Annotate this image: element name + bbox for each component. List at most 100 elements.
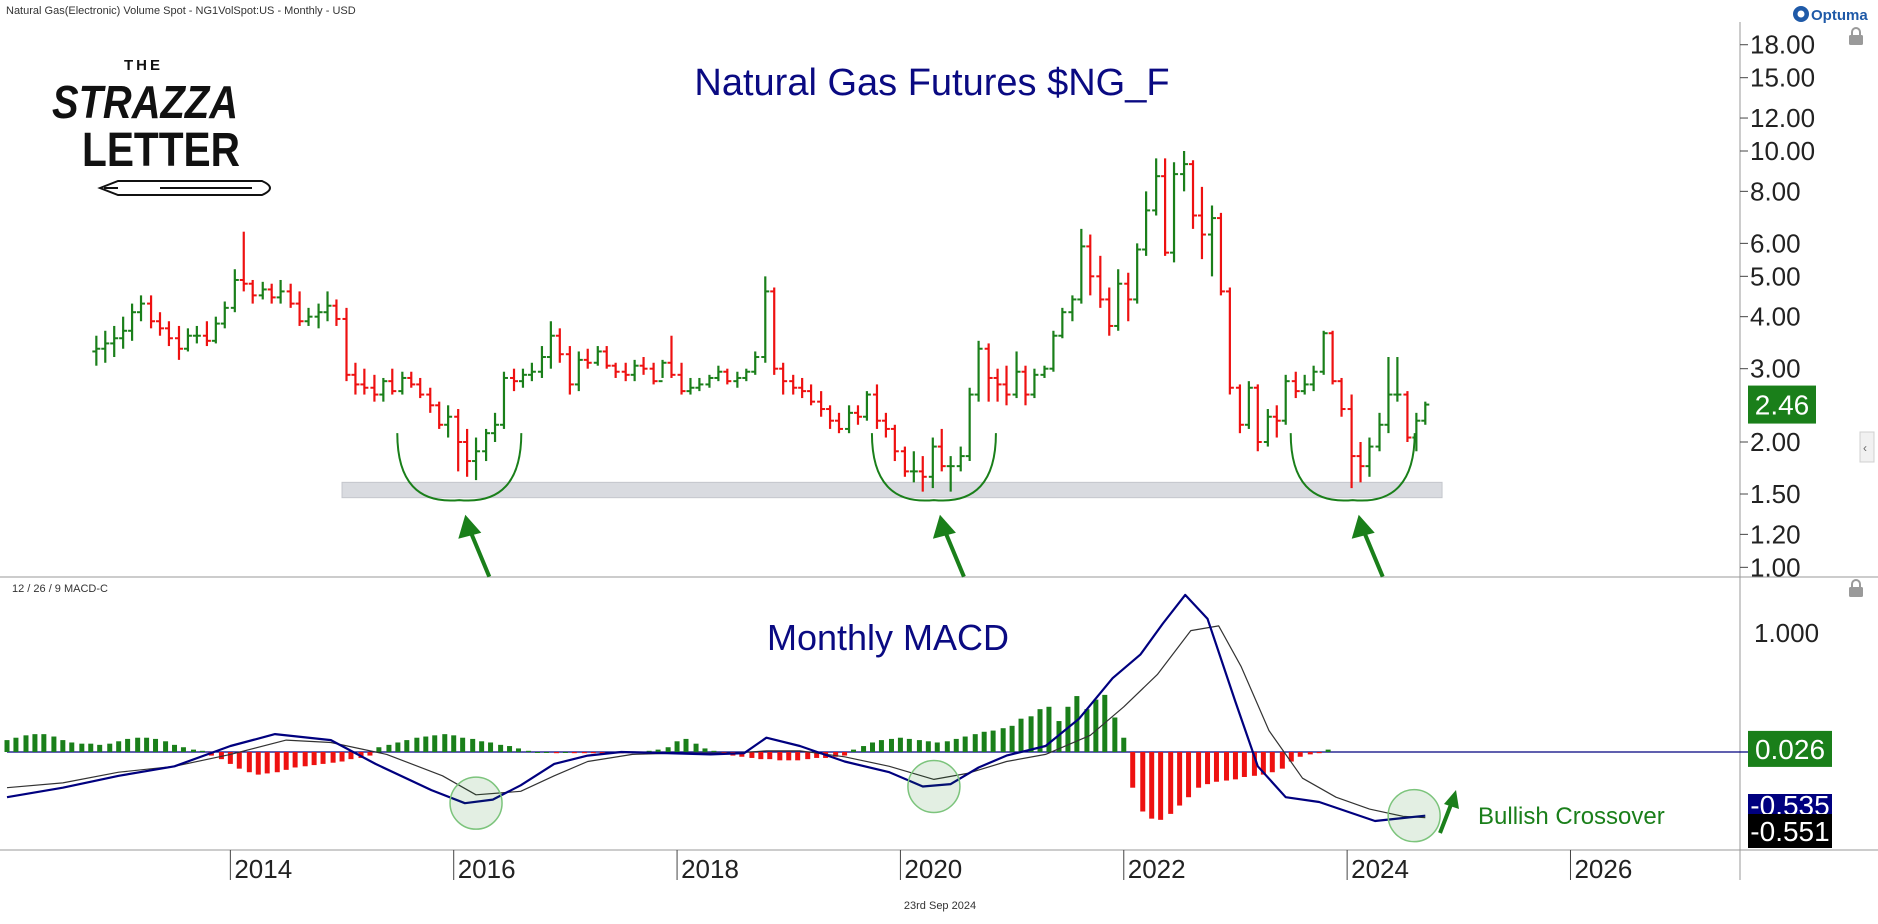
histogram-bar xyxy=(51,736,57,752)
bottom-arc xyxy=(396,433,523,502)
ohlc-bar xyxy=(92,335,101,366)
ohlc-bar xyxy=(602,346,611,369)
histogram-bar xyxy=(88,743,94,752)
ohlc-bar xyxy=(1235,384,1244,434)
ohlc-bar xyxy=(1384,357,1393,434)
ohlc-bar xyxy=(1180,151,1189,192)
up-arrow-head xyxy=(1351,514,1375,539)
optuma-logo: Optuma xyxy=(1793,6,1868,24)
ohlc-bar xyxy=(611,362,620,378)
histogram-bar xyxy=(553,752,559,754)
ohlc-bar xyxy=(1263,409,1272,447)
ohlc-bar xyxy=(147,295,156,329)
histogram-bar xyxy=(1018,718,1024,752)
instrument-header: Natural Gas(Electronic) Volume Spot - NG… xyxy=(6,5,356,17)
ohlc-bar xyxy=(463,428,472,477)
histogram-bar xyxy=(1158,752,1164,820)
histogram-bar xyxy=(674,741,680,752)
histogram-bar xyxy=(925,741,931,752)
ohlc-bar xyxy=(565,346,574,395)
ohlc-bar xyxy=(342,307,351,382)
ohlc-bar xyxy=(890,424,899,462)
histogram-bar xyxy=(339,752,345,762)
ohlc-bar xyxy=(658,359,667,383)
ohlc-bar xyxy=(537,346,546,378)
ohlc-bar xyxy=(677,362,686,395)
histogram-bar xyxy=(1112,717,1118,752)
ohlc-bar xyxy=(984,343,993,402)
histogram-bar xyxy=(1279,752,1285,769)
ohlc-bar xyxy=(110,325,119,358)
histogram-bar xyxy=(79,743,85,752)
ohlc-bar xyxy=(220,301,229,329)
macd-chart-title: Monthly MACD xyxy=(767,617,1009,658)
price-tick-label: 10.00 xyxy=(1750,136,1815,166)
signal-value-label: -0.551 xyxy=(1750,816,1829,847)
ohlc-bar xyxy=(789,374,798,395)
logo-top-text: THE xyxy=(124,57,163,74)
ohlc-bar xyxy=(1300,374,1309,395)
ohlc-bar xyxy=(323,291,332,322)
ohlc-bar xyxy=(183,328,192,352)
histogram-bar xyxy=(107,743,113,752)
histogram-bar xyxy=(702,748,708,752)
ohlc-bar xyxy=(248,279,257,304)
histogram-bar xyxy=(833,752,839,757)
ohlc-bar xyxy=(1096,255,1105,308)
ohlc-bar xyxy=(621,362,630,382)
x-tick-label: 2014 xyxy=(234,854,292,884)
histogram-bar xyxy=(944,741,950,752)
histogram-bar xyxy=(711,750,717,752)
histogram-bar xyxy=(163,741,169,752)
histogram-bar xyxy=(479,741,485,752)
histogram-bar xyxy=(777,752,783,761)
macd-tick-label: 1.000 xyxy=(1754,618,1819,648)
histogram-bar xyxy=(41,734,47,752)
price-tick-label: 3.00 xyxy=(1750,354,1801,384)
ohlc-bar xyxy=(1365,437,1374,477)
ohlc-bar xyxy=(101,330,110,363)
logo-line2: LETTER xyxy=(82,124,240,177)
histogram-bar xyxy=(1186,752,1192,798)
histogram-bar xyxy=(1241,752,1247,777)
ohlc-bar xyxy=(192,325,201,344)
histogram-bar xyxy=(442,734,448,752)
collapse-panel-handle[interactable]: ‹ xyxy=(1859,431,1875,463)
histogram-bar xyxy=(526,750,532,752)
ohlc-bar xyxy=(1021,365,1030,406)
ohlc-bar xyxy=(583,348,592,369)
ohlc-bar xyxy=(137,295,146,322)
ohlc-bar xyxy=(1170,162,1179,263)
histogram-bar xyxy=(423,736,429,752)
histogram-bar xyxy=(283,752,289,770)
x-tick-label: 2026 xyxy=(1574,854,1632,884)
ohlc-bar xyxy=(1152,158,1161,216)
ohlc-bar xyxy=(937,428,946,472)
ohlc-bar xyxy=(499,371,508,429)
lock-icon[interactable] xyxy=(1849,579,1863,597)
price-tick-label: 5.00 xyxy=(1750,261,1801,291)
histogram-bar xyxy=(320,752,326,764)
ohlc-bar xyxy=(1393,357,1402,402)
ohlc-bar xyxy=(807,384,816,406)
histogram-bar xyxy=(1260,752,1266,775)
ohlc-bar xyxy=(1133,243,1142,304)
ohlc-bar xyxy=(267,283,276,304)
optuma-brand: Optuma xyxy=(1811,7,1868,24)
histogram-bar xyxy=(1130,752,1136,788)
histogram-bar xyxy=(69,742,75,752)
histogram-bar xyxy=(1205,752,1211,785)
ohlc-bar xyxy=(1197,186,1206,260)
histogram-bar xyxy=(916,740,922,752)
ohlc-bar xyxy=(817,391,826,417)
lock-icon[interactable] xyxy=(1849,27,1863,45)
ohlc-bar xyxy=(1189,160,1198,229)
ohlc-bar xyxy=(258,281,267,300)
bullish-crossover-annotation: Bullish Crossover xyxy=(1478,803,1665,830)
ohlc-bar xyxy=(174,325,183,360)
histogram-bar xyxy=(227,752,233,764)
histogram-bar xyxy=(4,740,10,752)
up-arrow-icon xyxy=(1438,801,1454,834)
